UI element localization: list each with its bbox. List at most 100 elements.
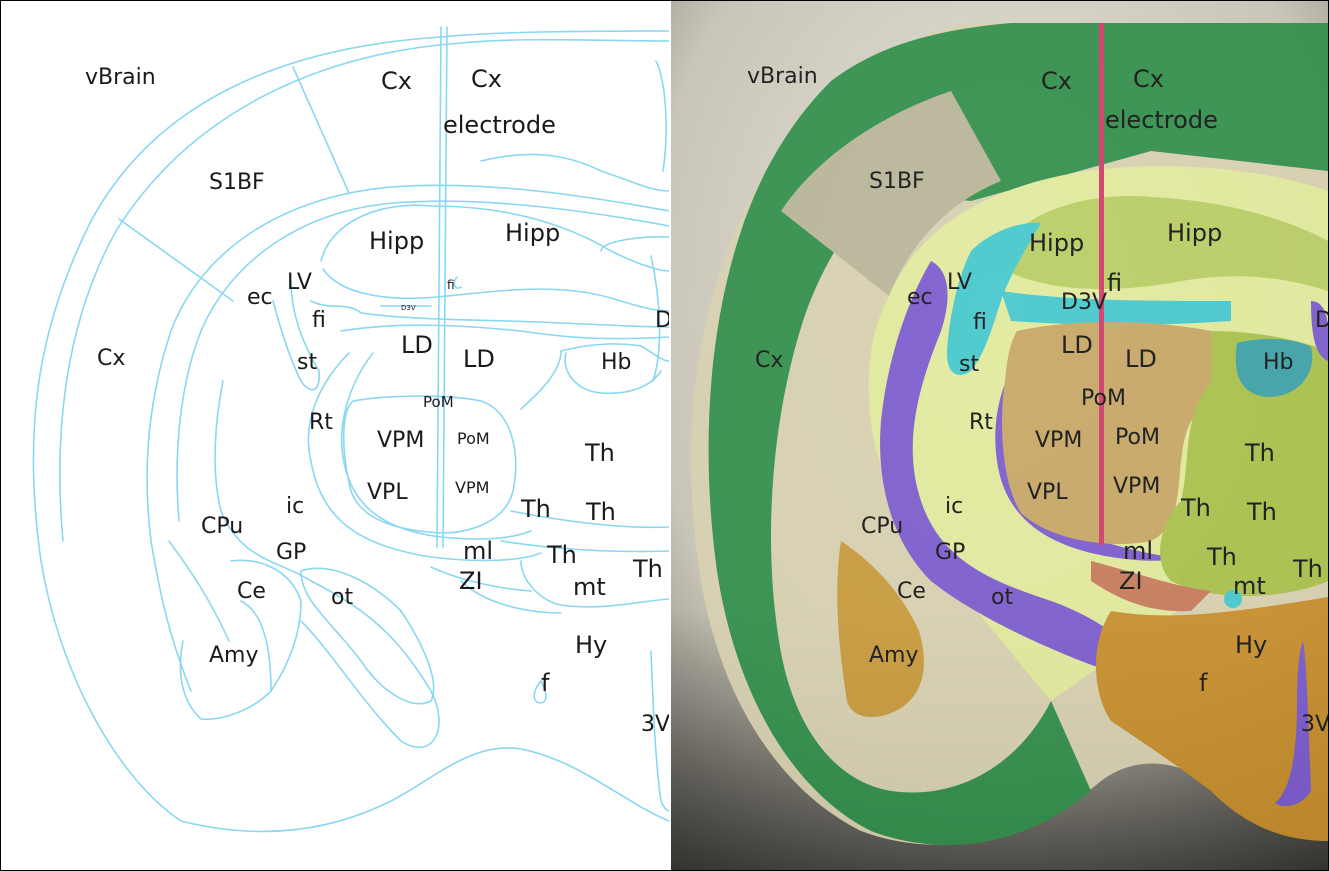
overlay-label-th4: Th	[1206, 543, 1237, 571]
panel-divider	[669, 1, 671, 870]
overlay-label-vpl: VPL	[1027, 480, 1068, 505]
region-mt	[1224, 590, 1242, 608]
atlas-label-fi2: fi	[312, 308, 326, 333]
atlas-label-st: st	[297, 350, 317, 375]
overlay-label-fi1: fi	[1107, 269, 1122, 297]
overlay-label-ld1: LD	[1061, 331, 1093, 359]
atlas-label-ec: ec	[247, 285, 273, 310]
atlas-label-cx-top2: Cx	[471, 65, 502, 93]
atlas-label-d3v: D3V	[401, 304, 416, 312]
overlay-label-cx-left: Cx	[755, 348, 783, 373]
overlay-label-lv: LV	[947, 270, 972, 295]
overlay-label-d3v: D3V	[1061, 290, 1107, 315]
atlas-label-vpm1: VPM	[377, 428, 424, 453]
atlas-label-th5: Th	[632, 555, 663, 583]
atlas-outer-contour	[32, 30, 669, 833]
overlay-label-mt: mt	[1233, 572, 1266, 600]
overlay-label-vpm1: VPM	[1035, 428, 1082, 453]
overlay-label-ml: ml	[1123, 537, 1153, 565]
atlas-label-rt: Rt	[309, 410, 333, 435]
atlas-label-pom2: PoM	[457, 429, 490, 448]
overlay-label-d-edge: D	[1315, 308, 1328, 333]
atlas-label-th1: Th	[584, 439, 615, 467]
atlas-label-cx-left: Cx	[97, 346, 125, 371]
atlas-labels: vBrain Cx Cx electrode S1BF Hipp Hipp ec…	[85, 65, 669, 737]
overlay-label-ld2: LD	[1125, 345, 1157, 373]
overlay-label-th3: Th	[1246, 498, 1277, 526]
region-ventricle-fi	[1001, 291, 1231, 325]
atlas-label-zi: ZI	[459, 567, 483, 595]
atlas-panel: vBrain Cx Cx electrode S1BF Hipp Hipp ec…	[32, 26, 669, 833]
atlas-label-ml: ml	[463, 537, 493, 565]
overlay-label-hy: Hy	[1235, 631, 1267, 659]
overlay-label-s1bf: S1BF	[869, 169, 925, 194]
overlay-label-cx-top1: Cx	[1041, 67, 1072, 95]
overlay-label-vpm2: VPM	[1113, 474, 1160, 499]
region-3v	[1275, 641, 1311, 807]
overlay-label-pom1: PoM	[1081, 386, 1126, 411]
region-d	[1311, 301, 1328, 361]
overlay-label-fi2: fi	[973, 310, 987, 335]
overlay-label-zi: ZI	[1119, 567, 1143, 595]
electrode-track	[1099, 23, 1104, 545]
atlas-label-s1bf: S1BF	[209, 170, 265, 195]
atlas-outlines	[32, 26, 669, 833]
overlay-label-hipp2: Hipp	[1167, 219, 1222, 247]
overlay-label-ce: Ce	[897, 579, 926, 604]
atlas-label-ot: ot	[331, 585, 353, 610]
overlay-label-th5: Th	[1292, 555, 1323, 583]
atlas-label-f: f	[541, 669, 550, 697]
region-habenula	[1235, 338, 1313, 397]
atlas-label-ld1: LD	[401, 331, 433, 359]
atlas-label-cpu: CPu	[201, 514, 243, 539]
region-s1bf	[781, 91, 1001, 296]
overlay-label-ic: ic	[945, 494, 963, 519]
atlas-label-vpl: VPL	[367, 480, 408, 505]
overlay-label-ot: ot	[991, 585, 1013, 610]
atlas-label-gp: GP	[276, 540, 306, 565]
overlay-label-gp: GP	[935, 540, 965, 565]
atlas-label-th3: Th	[585, 498, 616, 526]
atlas-label-electrode: electrode	[443, 111, 556, 139]
overlay-label-th2: Th	[1180, 494, 1211, 522]
atlas-label-hy: Hy	[575, 631, 607, 659]
atlas-label-ld2: LD	[463, 345, 495, 373]
atlas-label-vpm2: VPM	[455, 478, 489, 497]
overlay-label-vbrain: vBrain	[747, 64, 818, 89]
atlas-label-amy: Amy	[209, 643, 259, 668]
overlay-label-hb: Hb	[1263, 350, 1294, 375]
overlay-label-cpu: CPu	[861, 514, 903, 539]
atlas-label-mt: mt	[573, 573, 606, 601]
region-ventricle	[946, 222, 1041, 375]
region-hypothalamus	[1096, 597, 1328, 841]
atlas-label-lv: LV	[287, 270, 312, 295]
overlay-regions	[691, 23, 1328, 846]
region-thalamus	[1002, 322, 1229, 544]
overlay-label-hipp1: Hipp	[1029, 229, 1084, 257]
overlay-panel: vBrain Cx Cx electrode S1BF Hipp Hipp fi…	[671, 1, 1328, 870]
atlas-label-cx-top1: Cx	[381, 67, 412, 95]
atlas-label-d-edge: D	[655, 308, 669, 333]
atlas-label-fi1: fi	[447, 278, 455, 292]
overlay-label-f: f	[1199, 669, 1208, 697]
atlas-label-hipp2: Hipp	[505, 219, 560, 247]
atlas-label-hb: Hb	[601, 350, 632, 375]
atlas-label-hipp1: Hipp	[369, 227, 424, 255]
overlay-label-pom2: PoM	[1115, 425, 1160, 450]
overlay-labels: vBrain Cx Cx electrode S1BF Hipp Hipp fi…	[747, 64, 1328, 737]
atlas-label-ce: Ce	[237, 579, 266, 604]
overlay-label-cx-top2: Cx	[1133, 65, 1164, 93]
overlay-label-th1: Th	[1244, 439, 1275, 467]
overlay-label-amy: Amy	[869, 643, 919, 668]
overlay-label-rt: Rt	[969, 410, 993, 435]
atlas-label-pom1: PoM	[423, 393, 454, 411]
region-thalamus-green	[1160, 331, 1328, 596]
atlas-label-vbrain: vBrain	[85, 65, 156, 90]
overlay-label-st: st	[959, 352, 979, 377]
overlay-label-ec: ec	[907, 285, 933, 310]
region-zona-incerta	[1091, 561, 1211, 612]
overlay-label-3v: 3V	[1301, 712, 1328, 737]
region-internal-capsule	[880, 261, 1137, 672]
atlas-label-ic: ic	[286, 494, 304, 519]
